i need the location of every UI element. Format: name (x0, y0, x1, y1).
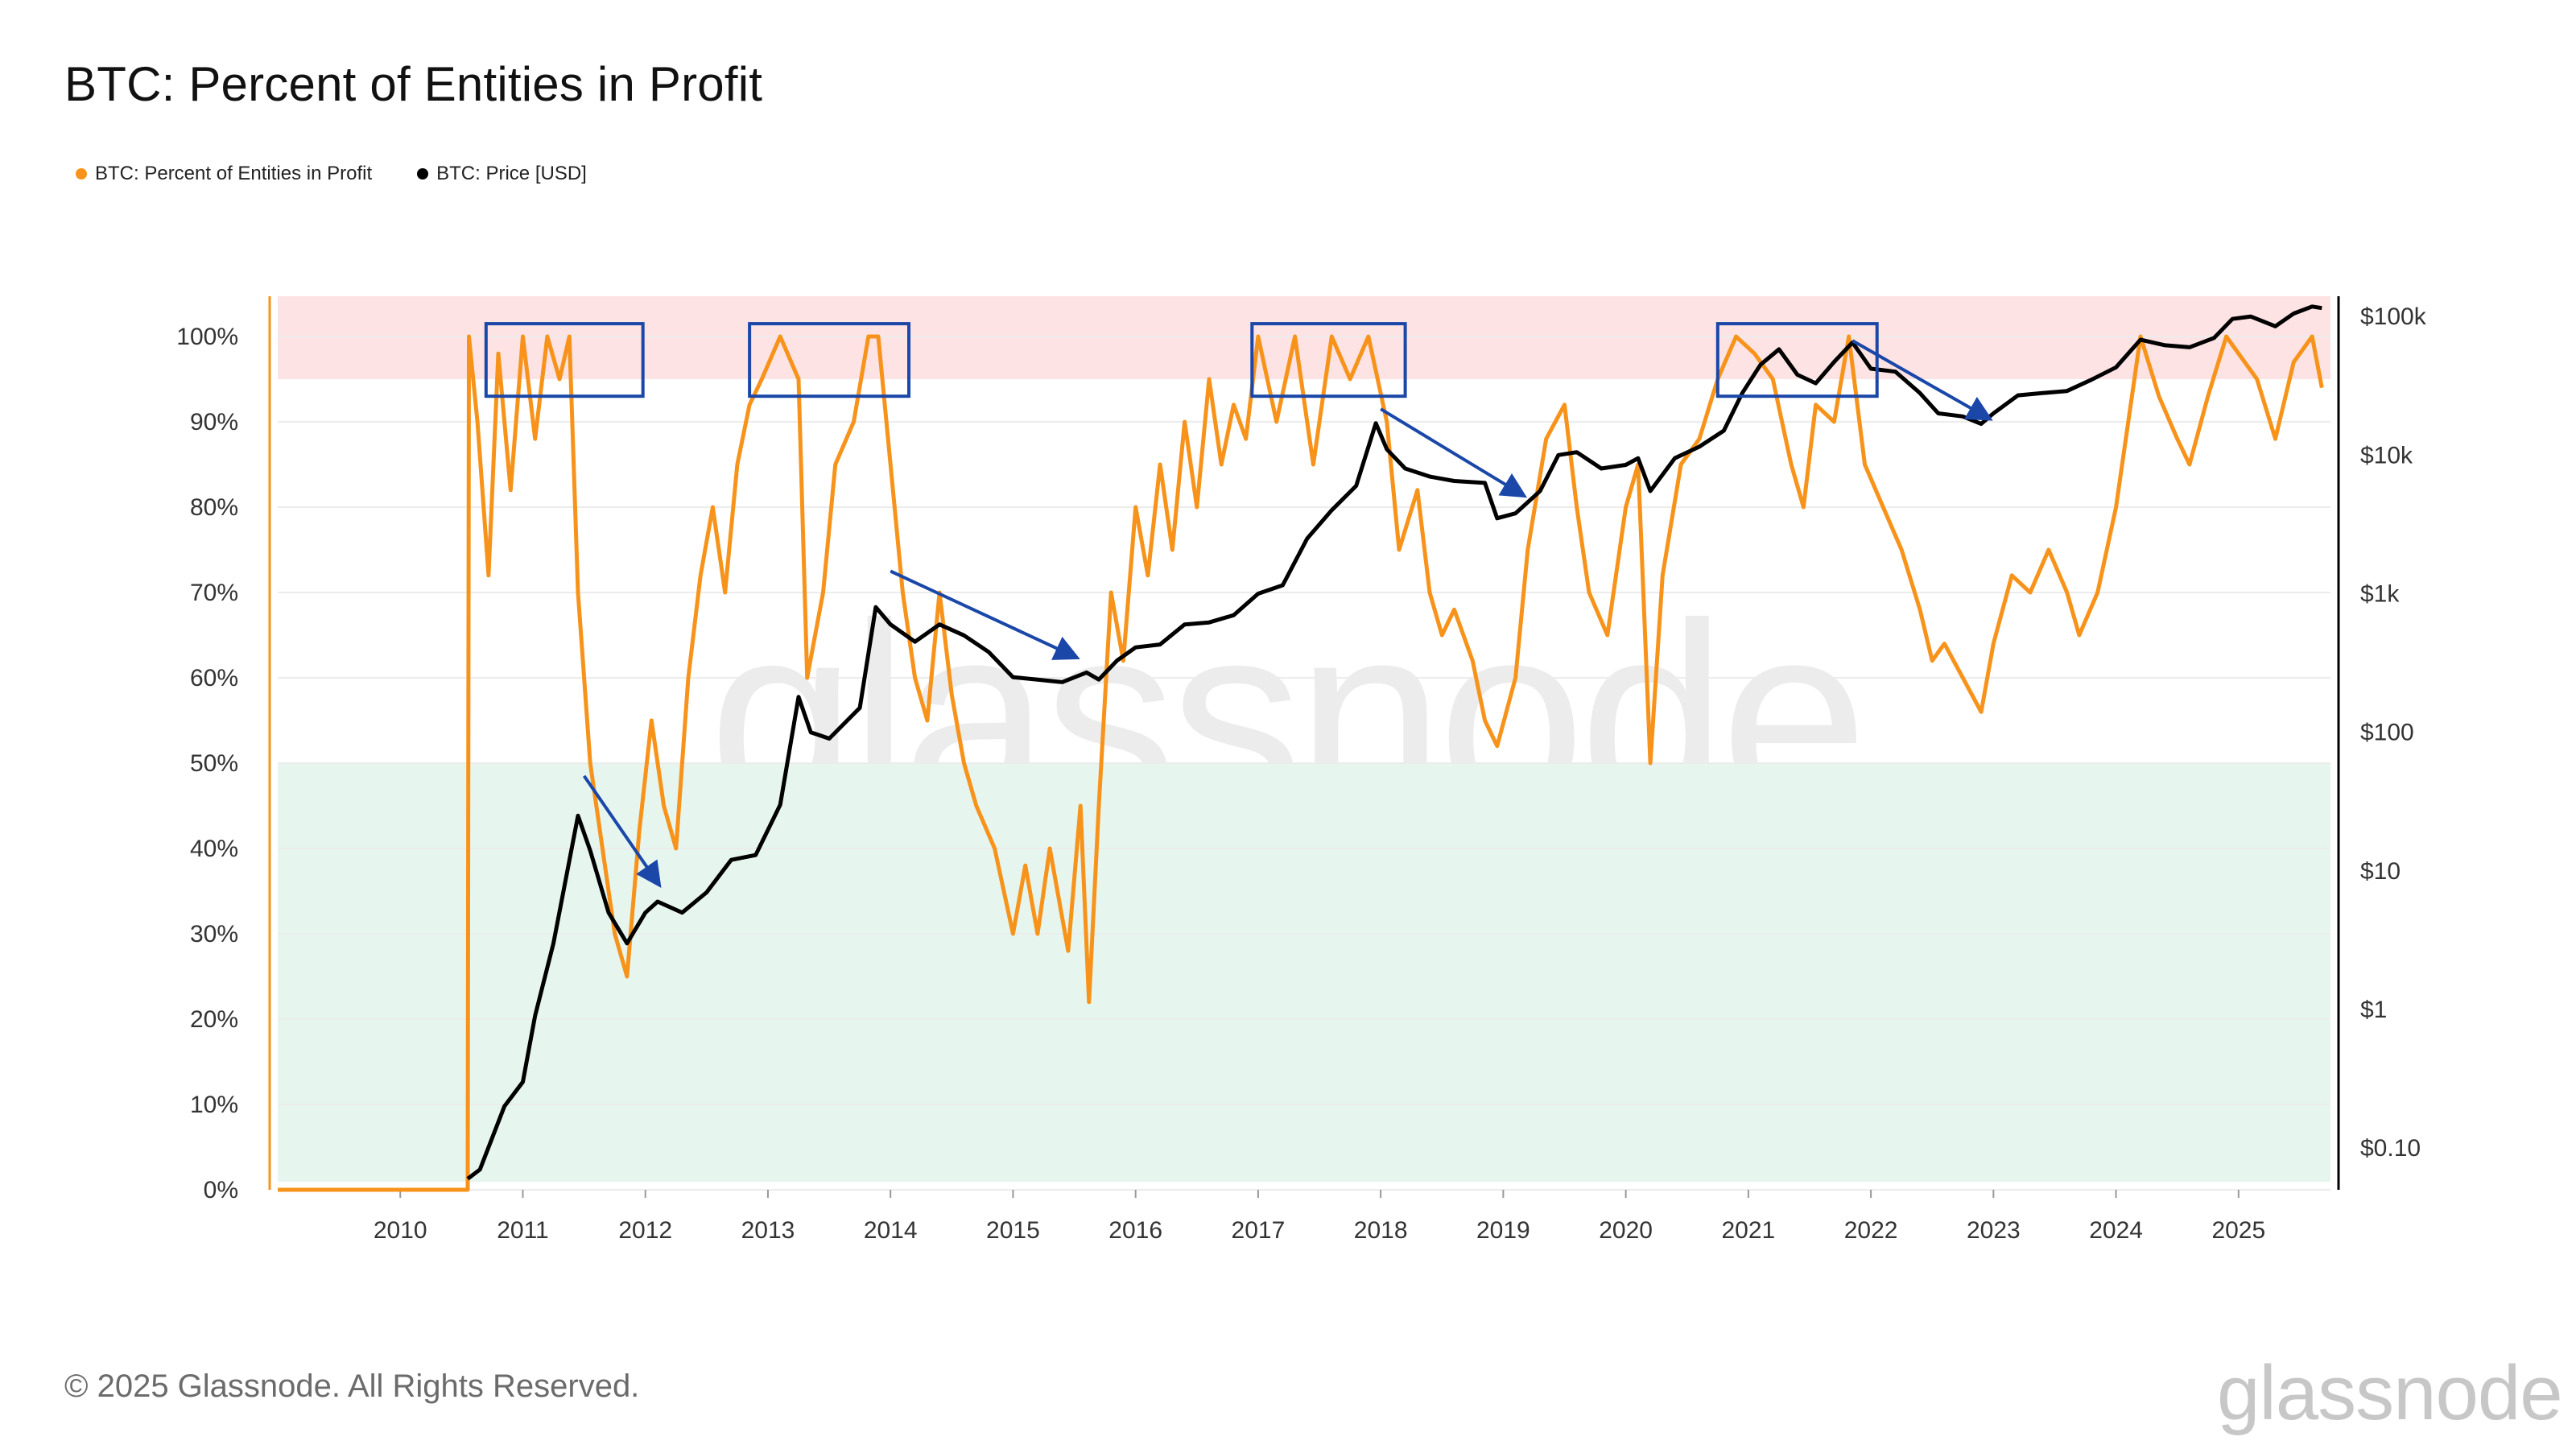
y-left-tick-label: 40% (190, 836, 238, 862)
y-left-tick-label: 50% (190, 750, 238, 777)
y-right-tick-label: $100k (2360, 303, 2427, 330)
x-tick-label: 2022 (1844, 1217, 1898, 1244)
x-tick-label: 2011 (497, 1217, 549, 1244)
y-right-tick-label: $1k (2360, 580, 2400, 607)
legend: BTC: Percent of Entities in Profit BTC: … (76, 163, 587, 185)
y-left-tick-label: 90% (190, 409, 238, 436)
trend-arrow-1 (890, 569, 1080, 660)
trend-arrow-0 (582, 774, 662, 888)
y-left-tick-label: 80% (190, 494, 238, 521)
y-left-tick-label: 20% (190, 1006, 238, 1033)
x-tick-label: 2023 (1967, 1217, 2021, 1244)
x-tick-label: 2020 (1599, 1217, 1653, 1244)
highlight-box-1 (748, 322, 911, 398)
legend-item-percent[interactable]: BTC: Percent of Entities in Profit (76, 163, 372, 185)
x-tick-label: 2016 (1108, 1217, 1162, 1244)
chart-title: BTC: Percent of Entities in Profit (64, 57, 763, 111)
y-left-tick-label: 60% (190, 665, 238, 691)
legend-dot-percent (76, 168, 87, 180)
x-tick-label: 2010 (374, 1217, 427, 1244)
y-left-tick-label: 30% (190, 921, 238, 947)
y-left-tick-label: 100% (176, 324, 238, 350)
x-tick-label: 2017 (1232, 1217, 1286, 1244)
price-line (466, 304, 2322, 1181)
x-tick-label: 2015 (986, 1217, 1040, 1244)
y-left-tick-label: 70% (190, 580, 238, 606)
highlight-box-2 (1250, 322, 1407, 398)
highlight-box-3 (1715, 322, 1879, 398)
shaded-band-0 (278, 296, 2330, 379)
legend-label-price: BTC: Price [USD] (436, 163, 587, 184)
x-tick-label: 2021 (1721, 1217, 1775, 1244)
highlight-box-0 (484, 322, 645, 398)
y-right-tick-label: $10 (2360, 858, 2401, 885)
x-tick-label: 2024 (2089, 1217, 2143, 1244)
y-right-tick-label: $1 (2360, 997, 2387, 1023)
copyright-footer: © 2025 Glassnode. All Rights Reserved. (64, 1368, 640, 1404)
y-right-tick-label: $0.10 (2360, 1135, 2421, 1162)
trend-arrow-2 (1380, 407, 1528, 498)
brand-logo: glassnode (2217, 1350, 2563, 1436)
x-tick-label: 2025 (2211, 1217, 2265, 1244)
y-left-tick-label: 0% (204, 1177, 238, 1203)
legend-item-price[interactable]: BTC: Price [USD] (417, 163, 587, 185)
trend-arrow-3 (1852, 339, 1993, 421)
x-tick-label: 2014 (864, 1217, 918, 1244)
legend-dot-price (417, 168, 429, 180)
x-tick-label: 2019 (1476, 1217, 1530, 1244)
shaded-band-1 (278, 763, 2330, 1182)
y-right-tick-label: $100 (2360, 720, 2414, 746)
x-tick-label: 2012 (618, 1217, 672, 1244)
x-tick-label: 2013 (741, 1217, 795, 1244)
percent-in-profit-line (278, 334, 2324, 1192)
legend-label-percent: BTC: Percent of Entities in Profit (95, 163, 373, 184)
x-tick-label: 2018 (1354, 1217, 1408, 1244)
y-left-tick-label: 10% (190, 1092, 238, 1118)
y-right-tick-label: $10k (2360, 442, 2413, 469)
